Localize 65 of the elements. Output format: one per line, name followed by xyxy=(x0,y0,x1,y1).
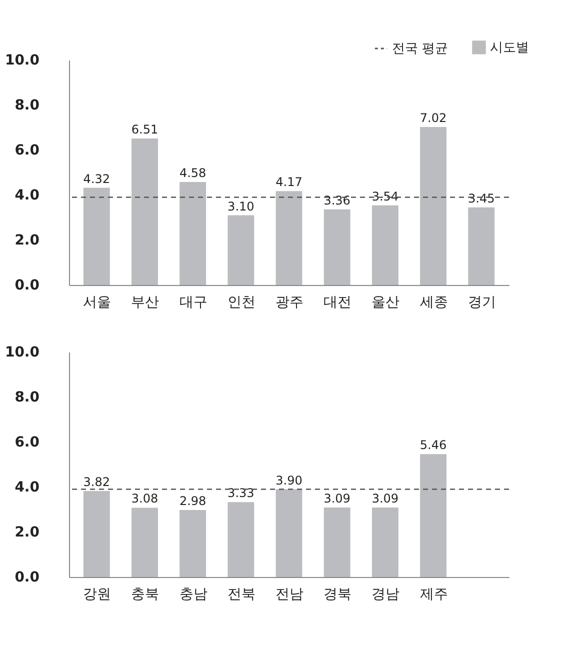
x-tick-label: 대전 xyxy=(324,294,352,310)
x-tick-label: 세종 xyxy=(420,294,448,310)
y-tick-label: 8.0 xyxy=(14,390,40,406)
data-label: 3.08 xyxy=(131,492,158,506)
bar xyxy=(180,182,206,285)
data-label: 4.17 xyxy=(276,175,302,190)
bar xyxy=(468,207,495,285)
bar xyxy=(276,191,302,285)
y-tick-label: 10.0 xyxy=(4,52,40,68)
y-tick-label: 2.0 xyxy=(14,232,40,248)
y-tick-label: 4.0 xyxy=(14,188,40,204)
data-label: 4.32 xyxy=(83,172,110,186)
bar xyxy=(83,188,110,285)
data-label: 5.46 xyxy=(420,438,447,452)
bar xyxy=(83,491,110,577)
data-label: 3.09 xyxy=(372,491,399,506)
data-label: 3.09 xyxy=(324,491,350,506)
x-tick-label: 경기 xyxy=(468,294,496,310)
x-tick-label: 대구 xyxy=(179,294,208,310)
bar xyxy=(372,205,398,285)
y-tick-label: 4.0 xyxy=(14,480,40,496)
y-tick-label: 6.0 xyxy=(14,142,40,158)
x-tick-label: 충북 xyxy=(131,586,160,602)
x-tick-label: 제주 xyxy=(420,586,448,602)
y-tick-label: 8.0 xyxy=(14,98,40,114)
x-tick-label: 인천 xyxy=(227,294,256,310)
x-tick-label: 경북 xyxy=(324,586,352,602)
data-label: 6.51 xyxy=(131,122,158,137)
legend-label: 전국 평균 xyxy=(392,42,448,56)
bar xyxy=(324,209,350,285)
bar xyxy=(228,502,254,577)
data-label: 3.82 xyxy=(83,475,110,490)
data-label: 3.90 xyxy=(276,473,302,488)
y-tick-label: 2.0 xyxy=(14,524,40,540)
y-tick-label: 6.0 xyxy=(14,434,40,450)
data-label: 3.45 xyxy=(468,191,495,206)
bar xyxy=(132,508,158,577)
data-label: 2.98 xyxy=(179,494,206,508)
bar xyxy=(372,507,398,577)
bar xyxy=(228,215,254,285)
data-label: 3.33 xyxy=(228,486,254,500)
x-tick-label: 경남 xyxy=(372,586,400,602)
bar xyxy=(420,454,446,577)
y-tick-label: 10.0 xyxy=(4,344,40,360)
x-tick-label: 전북 xyxy=(227,586,256,602)
bar xyxy=(180,510,206,577)
data-label: 3.54 xyxy=(372,189,399,204)
x-tick-label: 강원 xyxy=(83,586,112,602)
y-tick-label: 0.0 xyxy=(14,278,40,294)
bar xyxy=(276,489,302,577)
bar xyxy=(132,138,158,285)
x-tick-label: 충남 xyxy=(179,586,208,602)
data-label: 3.36 xyxy=(324,193,350,208)
x-tick-label: 전남 xyxy=(276,586,304,602)
data-label: 4.58 xyxy=(179,166,206,180)
bar xyxy=(324,507,350,577)
x-tick-label: 부산 xyxy=(131,294,160,310)
x-tick-label: 광주 xyxy=(276,294,304,310)
bar xyxy=(420,127,446,285)
data-label: 3.10 xyxy=(228,199,254,214)
x-tick-label: 울산 xyxy=(372,294,400,310)
legend-label: 시도별 xyxy=(490,40,529,56)
y-tick-label: 0.0 xyxy=(14,570,40,586)
data-label: 7.02 xyxy=(420,111,447,126)
x-tick-label: 서울 xyxy=(83,294,112,310)
